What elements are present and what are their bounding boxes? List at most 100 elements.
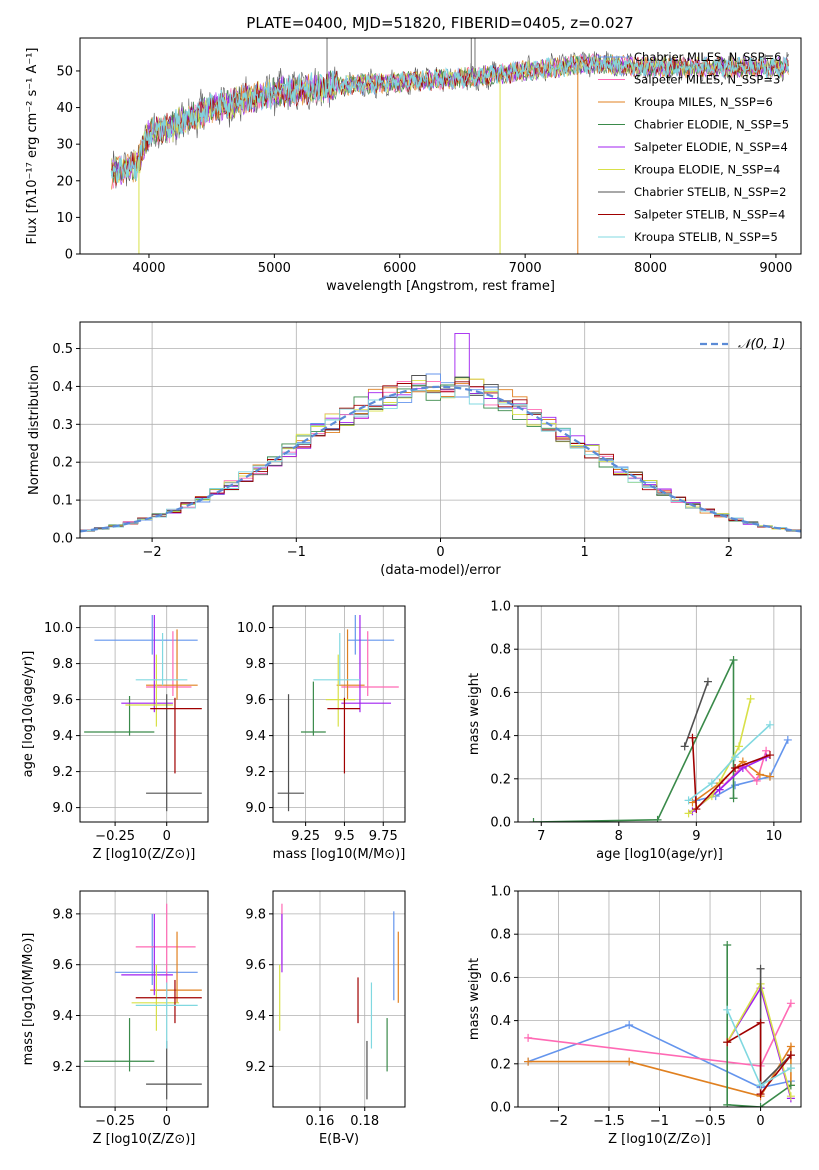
weight-marker — [746, 694, 755, 703]
histogram-kroupa-stelib — [80, 385, 801, 531]
weight-marker — [680, 742, 689, 751]
y-tick-label: 10.0 — [237, 621, 266, 636]
y-axis-label: mass [log10(M/M⊙)] — [21, 933, 36, 1066]
weight-marker — [723, 941, 732, 949]
normal-reference-curve — [80, 385, 801, 533]
x-tick-label: 9.5 — [334, 829, 355, 844]
axes-frame — [517, 605, 802, 823]
weight-marker — [723, 1038, 732, 1047]
x-tick-label: 9.25 — [291, 829, 320, 844]
x-tick-label: 0.18 — [350, 1114, 379, 1129]
legend-entry: Kroupa STELIB, N_SSP=5 — [634, 230, 778, 244]
y-tick-label: 9.4 — [245, 1009, 266, 1024]
y-tick-label: 9.6 — [52, 693, 73, 708]
legend-entry: Salpeter MILES, N_SSP=3 — [634, 73, 780, 87]
histogram-salpeter-elodie — [80, 332, 801, 532]
legend-entry: Chabrier MILES, N_SSP=6 — [634, 50, 781, 64]
y-tick-label: 9.4 — [245, 729, 266, 744]
y-tick-label: 0.4 — [490, 1014, 511, 1029]
plot-area — [110, 38, 790, 254]
y-axis-label: Flux [fλ10⁻¹⁷ erg cm⁻² s⁻¹ A⁻¹] — [25, 48, 40, 245]
x-tick-label: −1.5 — [593, 1114, 625, 1129]
plot-area — [84, 903, 202, 1100]
weight-marker — [625, 1057, 634, 1066]
x-tick-label: 4000 — [132, 261, 165, 276]
weight-marker — [524, 1033, 533, 1042]
y-axis-label: age [log10(age/yr)] — [21, 651, 36, 778]
weight-marker — [653, 815, 662, 822]
weight-marker — [786, 1042, 795, 1051]
y-tick-label: 0.3 — [52, 418, 73, 433]
legend-entry: Kroupa ELODIE, N_SSP=4 — [634, 163, 780, 177]
axes-frame — [272, 890, 406, 1108]
axes-age_vs_mass: 9.25 9.5 9.75 9.0 9.2 9.4 9.6 9.8 10.0 mass [log1… — [237, 605, 406, 862]
x-axis-label: wavelength [Angstrom, rest frame] — [326, 279, 555, 294]
axes-frame — [79, 890, 209, 1108]
weight-marker — [756, 1081, 765, 1090]
weight-marker — [723, 1005, 732, 1014]
y-tick-label: 9.6 — [245, 958, 266, 973]
y-tick-label: 9.6 — [245, 693, 266, 708]
y-tick-label: 0.2 — [52, 456, 73, 471]
legend-entry: Chabrier ELODIE, N_SSP=5 — [634, 118, 789, 132]
y-tick-label: 10 — [56, 211, 73, 226]
x-tick-label: −2 — [143, 545, 162, 560]
axes-mass_vs_Z: −0.25 0 9.2 9.4 9.6 9.8 Z [log10(Z/Z⊙)] mass [l… — [21, 890, 209, 1147]
y-tick-label: 0.2 — [490, 1057, 511, 1072]
y-axis-label: Normed distribution — [27, 365, 42, 495]
weight-marker — [755, 770, 764, 779]
y-tick-label: 1.0 — [490, 600, 511, 615]
axes-frame — [517, 890, 802, 1108]
weight-marker — [786, 1051, 795, 1060]
y-tick-label: 0.6 — [490, 971, 511, 986]
weight-marker — [625, 1020, 634, 1029]
weight-marker — [786, 1092, 795, 1101]
y-tick-label: 20 — [56, 174, 73, 189]
x-tick-label: 6000 — [383, 261, 416, 276]
weight-marker — [765, 720, 774, 729]
x-tick-label: 0 — [756, 1114, 764, 1129]
y-tick-label: 0.4 — [52, 380, 73, 395]
legend-entry: Chabrier STELIB, N_SSP=2 — [634, 185, 786, 199]
y-tick-label: 9.8 — [52, 657, 73, 672]
x-tick-label: −1 — [650, 1114, 669, 1129]
legend-entry: Kroupa MILES, N_SSP=6 — [634, 95, 773, 109]
weight-line-salpeter-stelib — [726, 1021, 792, 1097]
axes-age_vs_Z: −0.25 0 9.0 9.2 9.4 9.6 9.8 10.0 Z [log10(Z/Z⊙)]… — [21, 605, 209, 862]
x-tick-label: 9000 — [759, 261, 792, 276]
weight-line-salpeter-stelib — [691, 737, 771, 811]
axes-frame — [79, 321, 802, 539]
y-tick-label: 9.0 — [52, 801, 73, 816]
weight-marker — [729, 656, 738, 664]
weight-line-kroupa-elodie — [726, 981, 792, 1097]
y-tick-label: 0.0 — [490, 816, 511, 831]
weight-marker — [756, 1103, 765, 1107]
x-axis-label: Z [log10(Z/Z⊙)] — [608, 1132, 711, 1147]
y-tick-label: 9.4 — [52, 729, 73, 744]
weight-marker — [752, 776, 761, 785]
x-axis-label: Z [log10(Z/Z⊙)] — [93, 1132, 196, 1147]
y-tick-label: 9.8 — [245, 657, 266, 672]
axes-frame — [79, 605, 209, 823]
x-tick-label: 0 — [163, 1114, 171, 1129]
y-tick-label: 9.2 — [52, 765, 73, 780]
y-tick-label: 0.4 — [490, 729, 511, 744]
weight-marker — [707, 779, 716, 788]
y-axis-label: mass weight — [467, 673, 482, 755]
y-tick-label: 30 — [56, 138, 73, 153]
weight-marker — [765, 751, 774, 760]
weight-marker — [756, 1090, 765, 1099]
x-axis-label: Z [log10(Z/Z⊙)] — [93, 847, 196, 862]
y-tick-label: 0.2 — [490, 772, 511, 787]
y-tick-label: 9.8 — [245, 907, 266, 922]
y-tick-label: 9.2 — [245, 1060, 266, 1075]
legend-entry: Salpeter ELODIE, N_SSP=4 — [634, 140, 788, 154]
x-axis-label: age [log10(age/yr)] — [596, 847, 723, 862]
weight-line-kroupa-stelib — [726, 1009, 792, 1087]
y-tick-label: 9.0 — [245, 801, 266, 816]
x-axis-label: E(B-V) — [319, 1132, 359, 1147]
y-tick-label: 9.2 — [245, 765, 266, 780]
x-tick-label: 8000 — [634, 261, 667, 276]
weight-marker — [723, 1100, 732, 1107]
